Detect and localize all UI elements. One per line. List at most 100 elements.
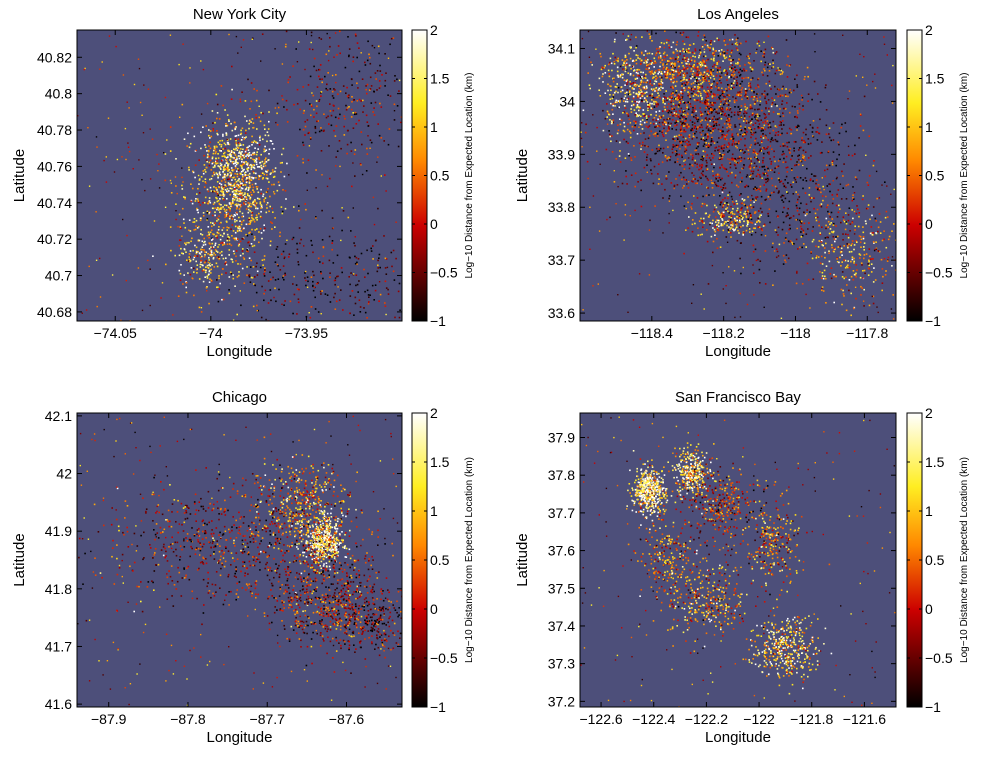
data-point <box>654 60 656 62</box>
data-point <box>647 107 649 109</box>
data-point <box>268 148 271 151</box>
data-point <box>726 94 729 96</box>
data-point <box>346 152 348 155</box>
data-point <box>745 213 747 215</box>
data-point <box>222 193 225 196</box>
data-point <box>763 56 765 58</box>
data-point <box>624 64 627 66</box>
data-point <box>217 194 220 197</box>
data-point <box>328 235 331 238</box>
data-point <box>236 198 239 200</box>
data-point <box>730 59 732 61</box>
data-point <box>214 161 217 164</box>
data-point <box>636 74 639 77</box>
data-point <box>770 88 772 90</box>
data-point <box>256 128 258 130</box>
data-point <box>246 148 248 150</box>
data-point <box>315 169 317 171</box>
data-point <box>697 118 700 121</box>
data-point <box>740 105 743 107</box>
data-point <box>178 213 181 216</box>
data-point <box>205 266 207 268</box>
data-point <box>239 254 242 257</box>
data-point <box>263 292 265 295</box>
data-point <box>709 87 712 89</box>
data-point <box>671 62 674 64</box>
data-point <box>749 164 751 167</box>
data-point <box>640 123 643 126</box>
data-point <box>750 157 752 160</box>
data-point <box>838 143 840 146</box>
data-point <box>683 66 685 69</box>
data-point <box>682 48 685 50</box>
data-point <box>673 185 676 188</box>
data-point <box>726 79 728 81</box>
data-point <box>398 316 401 319</box>
data-point <box>211 214 214 217</box>
data-point <box>707 129 710 132</box>
data-point <box>684 146 687 148</box>
data-point <box>242 175 244 178</box>
data-point <box>703 34 705 37</box>
data-point <box>730 215 733 217</box>
data-point <box>348 276 350 278</box>
data-point <box>752 198 754 200</box>
data-point <box>748 127 750 129</box>
data-point <box>240 148 242 150</box>
data-point <box>681 122 684 124</box>
data-point <box>767 35 770 38</box>
data-point <box>380 175 382 177</box>
data-point <box>690 59 693 62</box>
data-point <box>203 255 206 258</box>
data-point <box>756 220 759 223</box>
data-point <box>662 197 664 199</box>
data-point <box>777 226 780 229</box>
data-point <box>225 211 228 214</box>
data-point <box>247 189 250 192</box>
data-point <box>858 212 861 214</box>
data-point <box>305 284 307 287</box>
data-point <box>739 84 741 87</box>
data-point <box>208 259 210 261</box>
data-point <box>829 216 831 218</box>
data-point <box>233 169 235 171</box>
data-point <box>714 230 717 233</box>
data-point <box>728 58 731 60</box>
data-point <box>263 124 266 127</box>
data-point <box>243 258 246 260</box>
data-point <box>333 296 335 299</box>
data-point <box>680 127 683 130</box>
data-point <box>833 273 835 276</box>
data-point <box>276 246 279 248</box>
data-point <box>749 127 751 130</box>
data-point <box>234 194 237 197</box>
data-point <box>398 282 401 285</box>
data-point <box>202 268 205 271</box>
data-point <box>211 254 214 256</box>
data-point <box>250 121 252 123</box>
data-point <box>212 233 214 235</box>
data-point <box>251 214 253 217</box>
data-point <box>692 55 694 57</box>
data-point <box>222 257 225 260</box>
data-point <box>203 237 205 240</box>
data-point <box>696 80 699 82</box>
data-point <box>734 219 737 221</box>
data-point <box>725 208 727 210</box>
data-point <box>688 64 691 67</box>
data-point <box>267 169 269 172</box>
data-point <box>786 141 788 144</box>
data-point <box>692 75 695 77</box>
data-point <box>190 200 192 202</box>
data-point <box>242 163 244 166</box>
data-point <box>708 119 710 122</box>
data-point <box>761 71 763 74</box>
data-point <box>812 136 815 138</box>
data-point <box>702 55 705 58</box>
data-point <box>276 112 278 115</box>
data-point <box>192 187 194 190</box>
data-point <box>779 73 782 76</box>
data-point <box>701 220 703 222</box>
data-point <box>698 62 701 65</box>
data-point <box>722 198 724 201</box>
